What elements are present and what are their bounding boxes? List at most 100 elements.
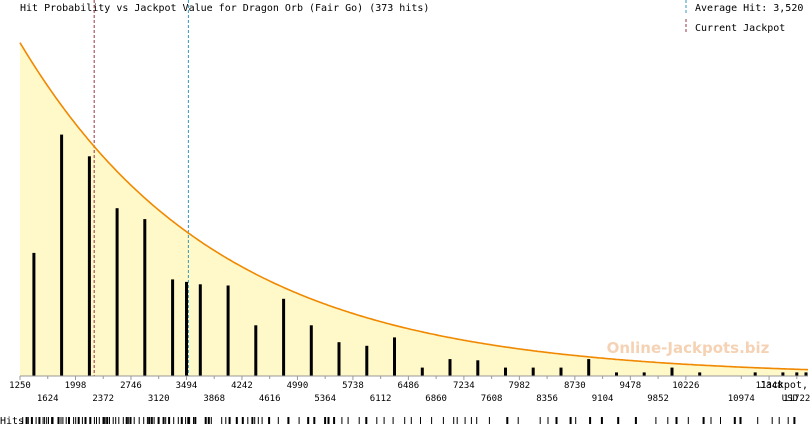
hit-tick	[410, 417, 412, 424]
legend-label-average: Average Hit: 3,520	[695, 3, 803, 14]
bar	[309, 325, 313, 376]
hit-tick	[157, 417, 160, 424]
hit-tick	[189, 417, 191, 424]
hits-rug-label: Hits	[0, 416, 24, 425]
legend-label-current: Current Jackpot	[695, 23, 785, 34]
bar	[448, 359, 452, 376]
x-tick-label: 3120	[148, 394, 170, 404]
hit-tick	[667, 417, 669, 424]
hit-tick	[733, 417, 736, 424]
hit-tick	[392, 417, 394, 424]
hit-tick	[148, 417, 151, 424]
hit-tick	[277, 417, 279, 424]
x-tick-label: 9478	[619, 381, 641, 391]
hit-tick	[464, 417, 466, 424]
hit-tick	[138, 417, 140, 424]
x-tick-label: 2746	[120, 381, 142, 391]
hit-tick	[75, 417, 77, 424]
hit-tick	[44, 417, 46, 424]
x-tick-label: 2372	[92, 394, 114, 404]
hit-tick	[146, 417, 148, 424]
watermark-text: Online-Jackpots.biz	[607, 339, 770, 357]
hit-tick	[81, 417, 83, 424]
hit-tick	[739, 417, 742, 424]
hit-tick	[48, 417, 49, 424]
bar	[282, 298, 286, 376]
hit-tick	[65, 417, 67, 424]
hit-tick	[68, 417, 70, 424]
bar	[559, 367, 563, 376]
hit-tick	[617, 417, 620, 424]
hit-tick	[634, 417, 637, 424]
bar	[476, 360, 480, 376]
hit-tick	[180, 417, 183, 424]
x-tick-label: 6112	[370, 394, 392, 404]
hit-tick	[27, 417, 29, 424]
hit-tick	[194, 417, 197, 424]
x-tick-label: 11722	[783, 394, 810, 404]
bar	[226, 285, 230, 376]
x-tick-label: 11348	[756, 381, 783, 391]
x-tick-label: 8730	[564, 381, 586, 391]
x-tick-label: 3494	[176, 381, 198, 391]
hit-tick	[787, 417, 789, 424]
x-tick-label: 9104	[592, 394, 614, 404]
bar	[504, 367, 507, 376]
hit-tick	[470, 417, 472, 424]
hit-tick	[404, 417, 406, 424]
hit-tick	[778, 417, 780, 424]
hit-tick	[42, 417, 44, 424]
hit-tick	[241, 417, 244, 424]
hit-tick	[655, 417, 657, 424]
hit-tick	[38, 417, 41, 424]
hit-tick	[547, 417, 549, 424]
hit-tick	[187, 417, 190, 424]
bar	[587, 359, 591, 376]
hit-tick	[210, 417, 212, 424]
hit-tick	[162, 417, 165, 424]
hit-tick	[22, 417, 24, 424]
hit-tick	[52, 417, 54, 424]
hit-tick	[257, 417, 259, 424]
hit-tick	[702, 417, 705, 424]
hit-tick	[506, 417, 509, 424]
hit-tick	[185, 417, 187, 424]
hit-tick	[358, 417, 360, 424]
bar	[60, 134, 64, 376]
hit-tick	[118, 417, 120, 424]
bar	[171, 279, 175, 376]
hit-tick	[333, 417, 336, 424]
hit-tick	[488, 417, 490, 424]
plot-area: Online-Jackpots.biz	[19, 0, 809, 376]
hit-tick	[93, 417, 95, 424]
hit-tick	[73, 417, 75, 424]
hit-tick	[575, 417, 577, 424]
hit-tick	[109, 417, 110, 424]
hit-tick	[254, 417, 256, 424]
probability-area	[20, 42, 808, 376]
hit-tick	[228, 417, 231, 424]
hit-tick	[757, 417, 759, 424]
x-tick-label: 1250	[9, 381, 31, 391]
bar	[420, 367, 424, 376]
bar	[615, 372, 618, 376]
hit-tick	[165, 417, 167, 424]
hit-tick	[127, 417, 129, 424]
hit-tick	[106, 417, 109, 424]
hit-tick	[589, 417, 592, 424]
bar	[804, 372, 808, 376]
x-tick-label: 8356	[536, 394, 558, 404]
hit-tick	[125, 417, 128, 424]
x-tick-label: 4616	[259, 394, 281, 404]
hit-tick	[555, 417, 558, 424]
x-tick-label: 1624	[37, 394, 59, 404]
hit-tick	[51, 417, 54, 424]
hit-tick	[173, 417, 175, 424]
hit-tick	[35, 417, 37, 424]
hit-tick	[456, 417, 458, 424]
hit-tick	[539, 417, 541, 424]
hit-tick	[453, 417, 455, 424]
hit-tick	[102, 417, 105, 424]
hit-tick	[57, 417, 60, 424]
x-tick-label: 10226	[672, 381, 699, 391]
